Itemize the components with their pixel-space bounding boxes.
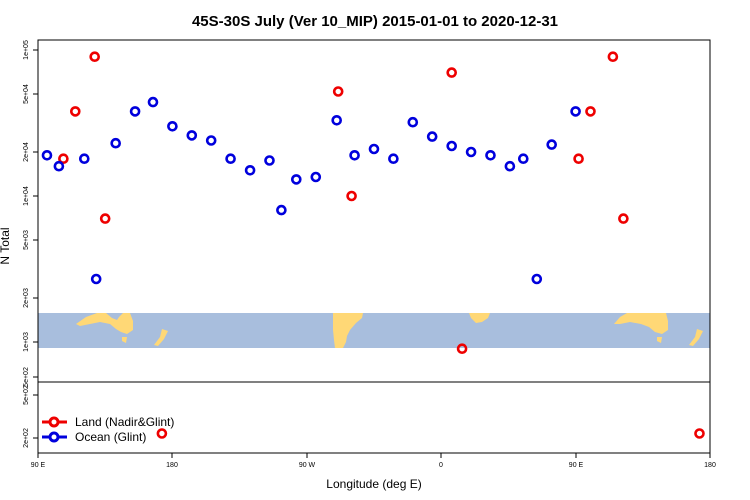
y-tick-label: 1e+04 <box>23 186 30 206</box>
ocean-point <box>205 135 217 146</box>
legend-label-ocean: Ocean (Glint) <box>75 430 146 444</box>
ocean-point <box>276 204 287 216</box>
ocean-point <box>465 146 477 158</box>
ocean-point <box>331 115 343 126</box>
y-tick-label: 5e+04 <box>23 84 30 104</box>
x-tick-label: 0 <box>439 462 443 469</box>
ocean-point <box>79 153 90 164</box>
x-tick-label: 90 E <box>31 462 46 469</box>
plot-frame <box>37 39 711 454</box>
ocean-point <box>264 155 275 166</box>
ocean-point <box>41 150 53 161</box>
x-tick-label: 180 <box>166 462 178 469</box>
ocean-point <box>90 273 102 285</box>
ocean-point <box>504 160 516 172</box>
ocean-point <box>546 139 558 150</box>
ocean-point <box>349 150 360 161</box>
land-point <box>156 428 168 439</box>
land-point <box>585 106 596 117</box>
map-land-south-america <box>333 313 363 348</box>
ocean-point <box>110 137 121 149</box>
land-point <box>573 153 584 164</box>
legend-marker-ocean <box>48 431 60 443</box>
ocean-point <box>407 116 419 128</box>
ocean-point <box>225 153 236 164</box>
land-point <box>446 67 458 78</box>
ocean-point <box>517 153 529 164</box>
ocean-point <box>53 160 65 172</box>
legend-label-land: Land (Nadir&Glint) <box>75 415 174 429</box>
x-tick-label: 180 <box>704 462 716 469</box>
ocean-point <box>167 121 178 132</box>
x-axis: 90 E 180 90 W 0 90 E 180 <box>31 453 716 469</box>
map-land-australia-east <box>614 313 668 334</box>
ocean-point <box>310 171 322 183</box>
ocean-point <box>426 131 438 142</box>
land-point <box>346 190 357 202</box>
land-point <box>89 51 100 63</box>
x-tick-label: 90 E <box>569 462 584 469</box>
data-points <box>41 51 705 439</box>
map-land-australia-west <box>76 313 133 334</box>
y-tick-label: 2e+02 <box>23 428 30 448</box>
ocean-point <box>147 96 159 108</box>
y-tick-label: 5e+03 <box>23 230 30 250</box>
map-ocean <box>38 313 710 348</box>
land-point <box>99 213 111 224</box>
y-tick-label: 1e+03 <box>23 332 30 352</box>
map-land-africa <box>469 313 490 323</box>
y-tick-label: 2e+03 <box>23 288 30 308</box>
map-land-tasmania-west <box>122 337 127 343</box>
ocean-point <box>244 165 256 176</box>
y-axis-upper: 1e+05 5e+04 2e+04 1e+04 5e+03 2e+03 1e+0… <box>23 40 38 387</box>
ocean-point <box>388 153 399 164</box>
ocean-point <box>368 143 380 155</box>
land-point <box>70 106 81 117</box>
y-tick-label: 2e+04 <box>23 142 30 162</box>
y-tick-label: 1e+05 <box>23 40 30 60</box>
land-point <box>58 153 69 164</box>
y-tick-label: 5e+02 <box>23 367 30 387</box>
ocean-point <box>531 273 543 285</box>
y-axis-label: N Total <box>0 227 12 264</box>
ocean-point <box>446 140 458 152</box>
x-tick-label: 90 W <box>299 462 316 469</box>
map-land-new-zealand-east <box>689 329 703 346</box>
map-inset <box>38 313 710 348</box>
legend-marker-land <box>48 416 60 428</box>
land-point <box>456 343 468 355</box>
ocean-point <box>290 174 302 185</box>
map-land-tasmania-east <box>657 337 662 343</box>
ocean-point <box>570 106 581 117</box>
legend: Land (Nadir&Glint) Ocean (Glint) <box>42 415 174 444</box>
land-point <box>332 86 344 97</box>
ocean-point <box>485 150 496 161</box>
y-tick-label: 5e+02 <box>23 385 30 405</box>
ocean-point <box>129 106 141 117</box>
y-axis-lower: 5e+02 2e+02 <box>23 385 38 448</box>
map-land-new-zealand-west <box>154 329 168 346</box>
land-point <box>618 213 629 224</box>
ocean-point <box>186 130 198 141</box>
chart-title: 45S-30S July (Ver 10_MIP) 2015-01-01 to … <box>192 13 558 30</box>
x-axis-label: Longitude (deg E) <box>326 477 421 491</box>
land-point <box>607 51 619 63</box>
land-point <box>694 428 705 439</box>
